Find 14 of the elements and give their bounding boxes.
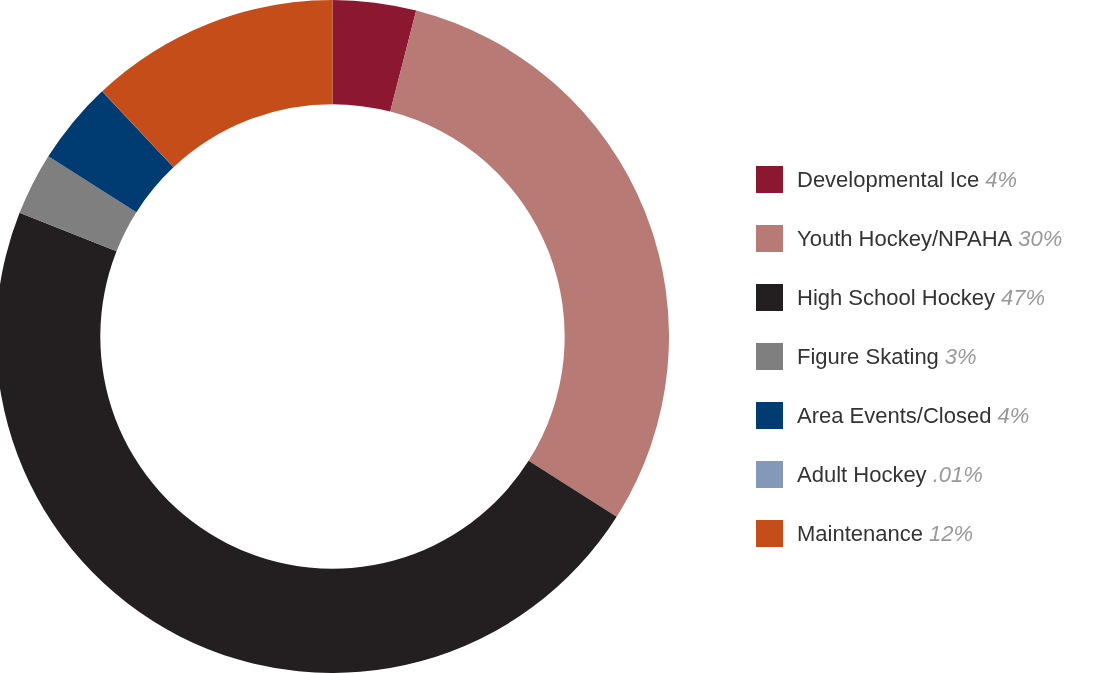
data-label: 30%	[1018, 225, 1063, 252]
data-label: .01%	[932, 461, 983, 488]
legend-label: High School Hockey	[797, 284, 996, 311]
legend-label: Adult Hockey	[797, 461, 927, 488]
data-label: 4%	[985, 166, 1018, 193]
data-label: 3%	[944, 343, 977, 370]
data-label: 47%	[1001, 284, 1046, 311]
legend-label: Developmental Ice	[797, 166, 980, 193]
legend-label: Figure Skating	[797, 343, 939, 370]
data-label: 4%	[997, 402, 1030, 429]
legend-label: Youth Hockey/NPAHA	[797, 225, 1013, 252]
legend-label: Area Events/Closed	[797, 402, 992, 429]
legend-label: Maintenance	[797, 520, 923, 547]
data-label: 12%	[928, 520, 974, 547]
